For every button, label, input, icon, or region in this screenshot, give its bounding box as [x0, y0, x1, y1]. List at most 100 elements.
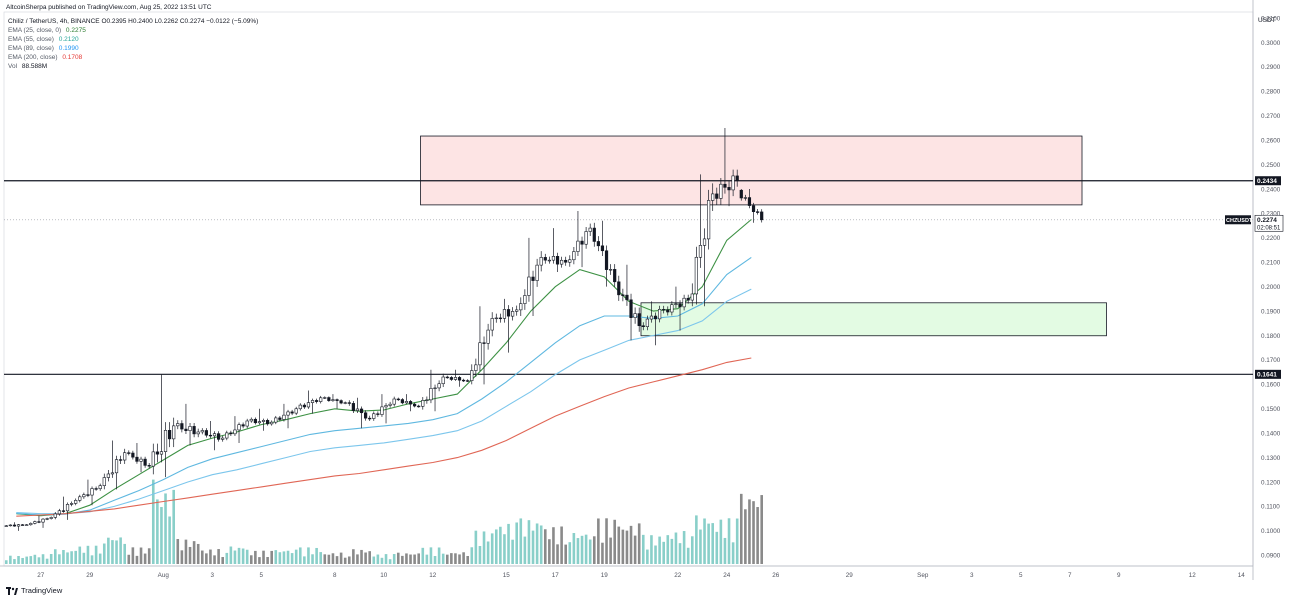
candle[interactable] — [49, 517, 53, 519]
candle[interactable] — [302, 404, 306, 408]
candle[interactable] — [274, 417, 278, 423]
candle[interactable] — [241, 424, 245, 427]
candle[interactable] — [127, 452, 131, 454]
candle[interactable] — [498, 317, 502, 320]
candle[interactable] — [4, 525, 8, 527]
candle[interactable] — [233, 429, 237, 435]
candle[interactable] — [261, 420, 266, 422]
candle[interactable] — [551, 256, 556, 261]
candle[interactable] — [74, 500, 78, 504]
candle[interactable] — [609, 269, 613, 271]
candle[interactable] — [560, 259, 564, 265]
candle[interactable] — [580, 240, 584, 245]
candle[interactable] — [388, 403, 392, 406]
candle[interactable] — [257, 421, 262, 424]
candle[interactable] — [441, 376, 445, 385]
candle[interactable] — [621, 294, 625, 296]
legend-ema55[interactable]: EMA (55, close) 0.2120 — [8, 35, 258, 44]
candle[interactable] — [298, 404, 302, 410]
candle[interactable] — [270, 421, 274, 425]
candle[interactable] — [131, 452, 135, 458]
tradingview-brand[interactable]: TradingView — [6, 586, 62, 595]
candle[interactable] — [678, 303, 682, 308]
candle[interactable] — [715, 193, 719, 199]
candle[interactable] — [364, 412, 368, 419]
candle[interactable] — [747, 197, 752, 206]
candle[interactable] — [217, 433, 221, 440]
candle[interactable] — [437, 383, 441, 389]
candle[interactable] — [102, 477, 106, 486]
candle[interactable] — [65, 504, 70, 512]
candle[interactable] — [539, 257, 543, 266]
candle[interactable] — [670, 304, 674, 313]
candle[interactable] — [633, 313, 637, 318]
candle[interactable] — [694, 256, 698, 295]
candle[interactable] — [119, 459, 123, 461]
candle[interactable] — [535, 264, 539, 281]
candle[interactable] — [376, 413, 380, 415]
candle[interactable] — [294, 408, 298, 414]
candle[interactable] — [662, 309, 666, 311]
candle[interactable] — [70, 503, 74, 505]
candle[interactable] — [86, 494, 90, 496]
candle[interactable] — [221, 437, 225, 440]
candle[interactable] — [380, 406, 384, 415]
candle[interactable] — [200, 430, 204, 433]
candle[interactable] — [625, 294, 629, 301]
candle[interactable] — [453, 377, 458, 380]
candle[interactable] — [702, 238, 707, 246]
candle[interactable] — [282, 414, 286, 420]
candle[interactable] — [384, 405, 388, 408]
candle[interactable] — [163, 430, 168, 452]
candle[interactable] — [278, 417, 282, 420]
candle[interactable] — [445, 376, 449, 379]
candle[interactable] — [433, 387, 437, 390]
candle[interactable] — [310, 400, 315, 403]
candle[interactable] — [98, 485, 102, 490]
candle[interactable] — [172, 425, 176, 440]
candle[interactable] — [139, 458, 143, 462]
legend-ema200[interactable]: EMA (200, close) 0.1708 — [8, 53, 258, 62]
candle[interactable] — [760, 211, 764, 221]
candle[interactable] — [396, 398, 400, 401]
candle[interactable] — [94, 488, 98, 490]
candle[interactable] — [404, 401, 409, 404]
legend-ema89[interactable]: EMA (89, close) 0.1990 — [8, 44, 258, 53]
candle[interactable] — [368, 417, 372, 420]
candle[interactable] — [184, 428, 188, 431]
candle[interactable] — [8, 524, 12, 527]
candle[interactable] — [564, 259, 568, 263]
candle[interactable] — [413, 403, 417, 407]
candle[interactable] — [355, 408, 360, 411]
candle[interactable] — [449, 377, 453, 380]
candle[interactable] — [735, 175, 739, 181]
candle[interactable] — [16, 524, 21, 527]
candle[interactable] — [466, 380, 470, 382]
candle[interactable] — [531, 276, 535, 281]
candle[interactable] — [347, 402, 351, 404]
candle[interactable] — [425, 399, 429, 401]
candle[interactable] — [421, 400, 425, 407]
candle[interactable] — [617, 281, 621, 296]
candle[interactable] — [547, 259, 551, 262]
candle[interactable] — [470, 370, 474, 381]
candle[interactable] — [527, 276, 531, 296]
candle[interactable] — [25, 524, 29, 526]
candle[interactable] — [266, 420, 270, 425]
candle[interactable] — [123, 452, 127, 461]
candle[interactable] — [543, 257, 547, 261]
candle[interactable] — [637, 313, 641, 327]
candle[interactable] — [57, 510, 61, 515]
candle[interactable] — [588, 227, 592, 232]
candle[interactable] — [339, 400, 343, 404]
candle[interactable] — [319, 397, 323, 402]
candle[interactable] — [462, 379, 466, 382]
candle[interactable] — [506, 309, 511, 317]
candle[interactable] — [519, 303, 523, 311]
candle[interactable] — [690, 293, 694, 301]
candle[interactable] — [707, 200, 711, 240]
candle[interactable] — [41, 518, 45, 523]
candle[interactable] — [147, 465, 151, 467]
candle[interactable] — [323, 397, 327, 399]
